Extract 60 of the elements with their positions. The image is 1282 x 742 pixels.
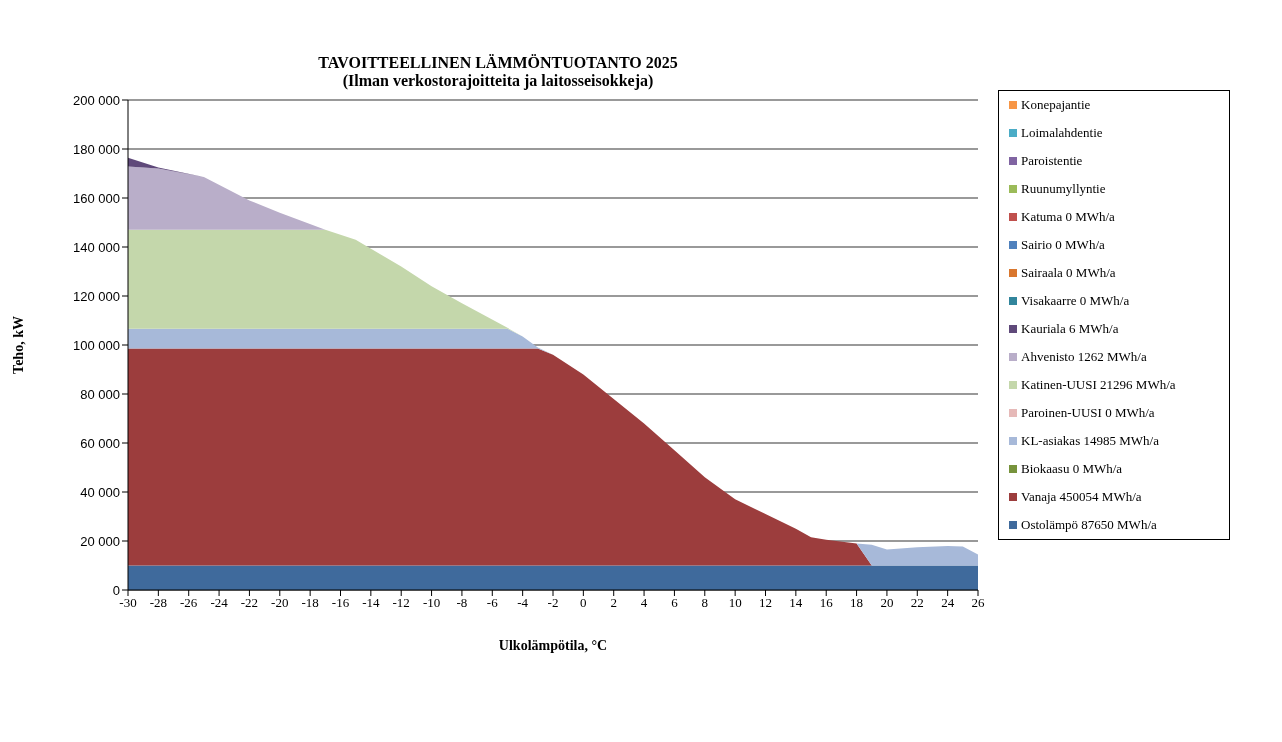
legend-label: Paroinen-UUSI 0 MWh/a <box>1021 405 1155 421</box>
y-tick-label: 180 000 <box>73 141 120 157</box>
x-tick-label: -26 <box>180 595 198 611</box>
y-tick-label: 120 000 <box>73 288 120 304</box>
x-tick-label: 16 <box>819 595 834 611</box>
chart-title: TAVOITTEELLINEN LÄMMÖNTUOTANTO 2025 <box>317 54 679 72</box>
legend-label: KL-asiakas 14985 MWh/a <box>1021 433 1159 449</box>
x-tick-label: -28 <box>149 595 168 611</box>
x-tick-label: -10 <box>422 595 441 611</box>
legend-label: Sairio 0 MWh/a <box>1021 237 1105 253</box>
x-tick-label: -14 <box>362 595 381 611</box>
x-tick-label: -2 <box>547 595 559 611</box>
legend-label: Konepajantie <box>1021 97 1091 113</box>
legend-label: Sairaala 0 MWh/a <box>1021 265 1116 281</box>
x-tick-label: -30 <box>119 595 137 611</box>
y-tick-label: 20 000 <box>80 533 120 549</box>
legend-label: Paroistentie <box>1021 153 1083 169</box>
x-tick-label: -24 <box>210 595 229 611</box>
y-tick-label: 40 000 <box>80 484 120 500</box>
x-tick-label: 24 <box>941 595 955 611</box>
y-tick-label: 60 000 <box>80 435 120 451</box>
x-tick-label: -16 <box>331 595 350 611</box>
x-tick-label: 8 <box>701 595 709 611</box>
y-axis-title: Teho, kW <box>10 316 26 374</box>
legend-label: Vanaja 450054 MWh/a <box>1021 489 1142 505</box>
x-axis-title: Ulkolämpötila, °C <box>498 638 608 653</box>
legend-label: Loimalahdentie <box>1021 125 1103 141</box>
x-tick-label: -4 <box>517 595 529 611</box>
x-tick-label: -20 <box>271 595 289 611</box>
x-tick-label: 6 <box>671 595 679 611</box>
y-tick-label: 160 000 <box>73 190 120 206</box>
legend-label: Ostolämpö 87650 MWh/a <box>1021 517 1157 533</box>
x-tick-label: 20 <box>880 595 894 611</box>
x-tick-label: -22 <box>240 595 259 611</box>
x-tick-label: 10 <box>728 595 742 611</box>
y-tick-label: 100 000 <box>73 337 120 353</box>
x-tick-label: -8 <box>456 595 468 611</box>
legend-label: Ahvenisto 1262 MWh/a <box>1021 349 1147 365</box>
x-tick-label: 2 <box>610 595 617 611</box>
legend-label: Biokaasu 0 MWh/a <box>1021 461 1123 477</box>
x-tick-label: -18 <box>301 595 319 611</box>
x-tick-label: 4 <box>640 595 648 611</box>
x-tick-label: 22 <box>910 595 924 611</box>
y-tick-label: 140 000 <box>73 239 120 255</box>
y-tick-label: 80 000 <box>80 386 120 402</box>
chart-subtitle: (Ilman verkostorajoitteita ja laitosseisokkeja) <box>341 72 655 90</box>
x-tick-label: 12 <box>759 595 772 611</box>
x-tick-label: 0 <box>580 595 587 611</box>
x-tick-label: -6 <box>486 595 499 611</box>
legend-label: Kauriala 6 MWh/a <box>1021 321 1119 337</box>
x-tick-label: 14 <box>789 595 803 611</box>
legend-label: Katuma 0 MWh/a <box>1021 209 1115 225</box>
y-tick-label: 0 <box>112 582 120 598</box>
legend-label: Visakaarre 0 MWh/a <box>1021 293 1130 309</box>
legend-label: Ruunumyllyntie <box>1021 181 1106 197</box>
y-tick-label: 200 000 <box>73 92 120 108</box>
x-tick-label: -12 <box>392 595 410 611</box>
legend-label: Katinen-UUSI 21296 MWh/a <box>1021 377 1176 393</box>
x-tick-label: 26 <box>971 595 985 611</box>
x-tick-label: 18 <box>850 595 864 611</box>
